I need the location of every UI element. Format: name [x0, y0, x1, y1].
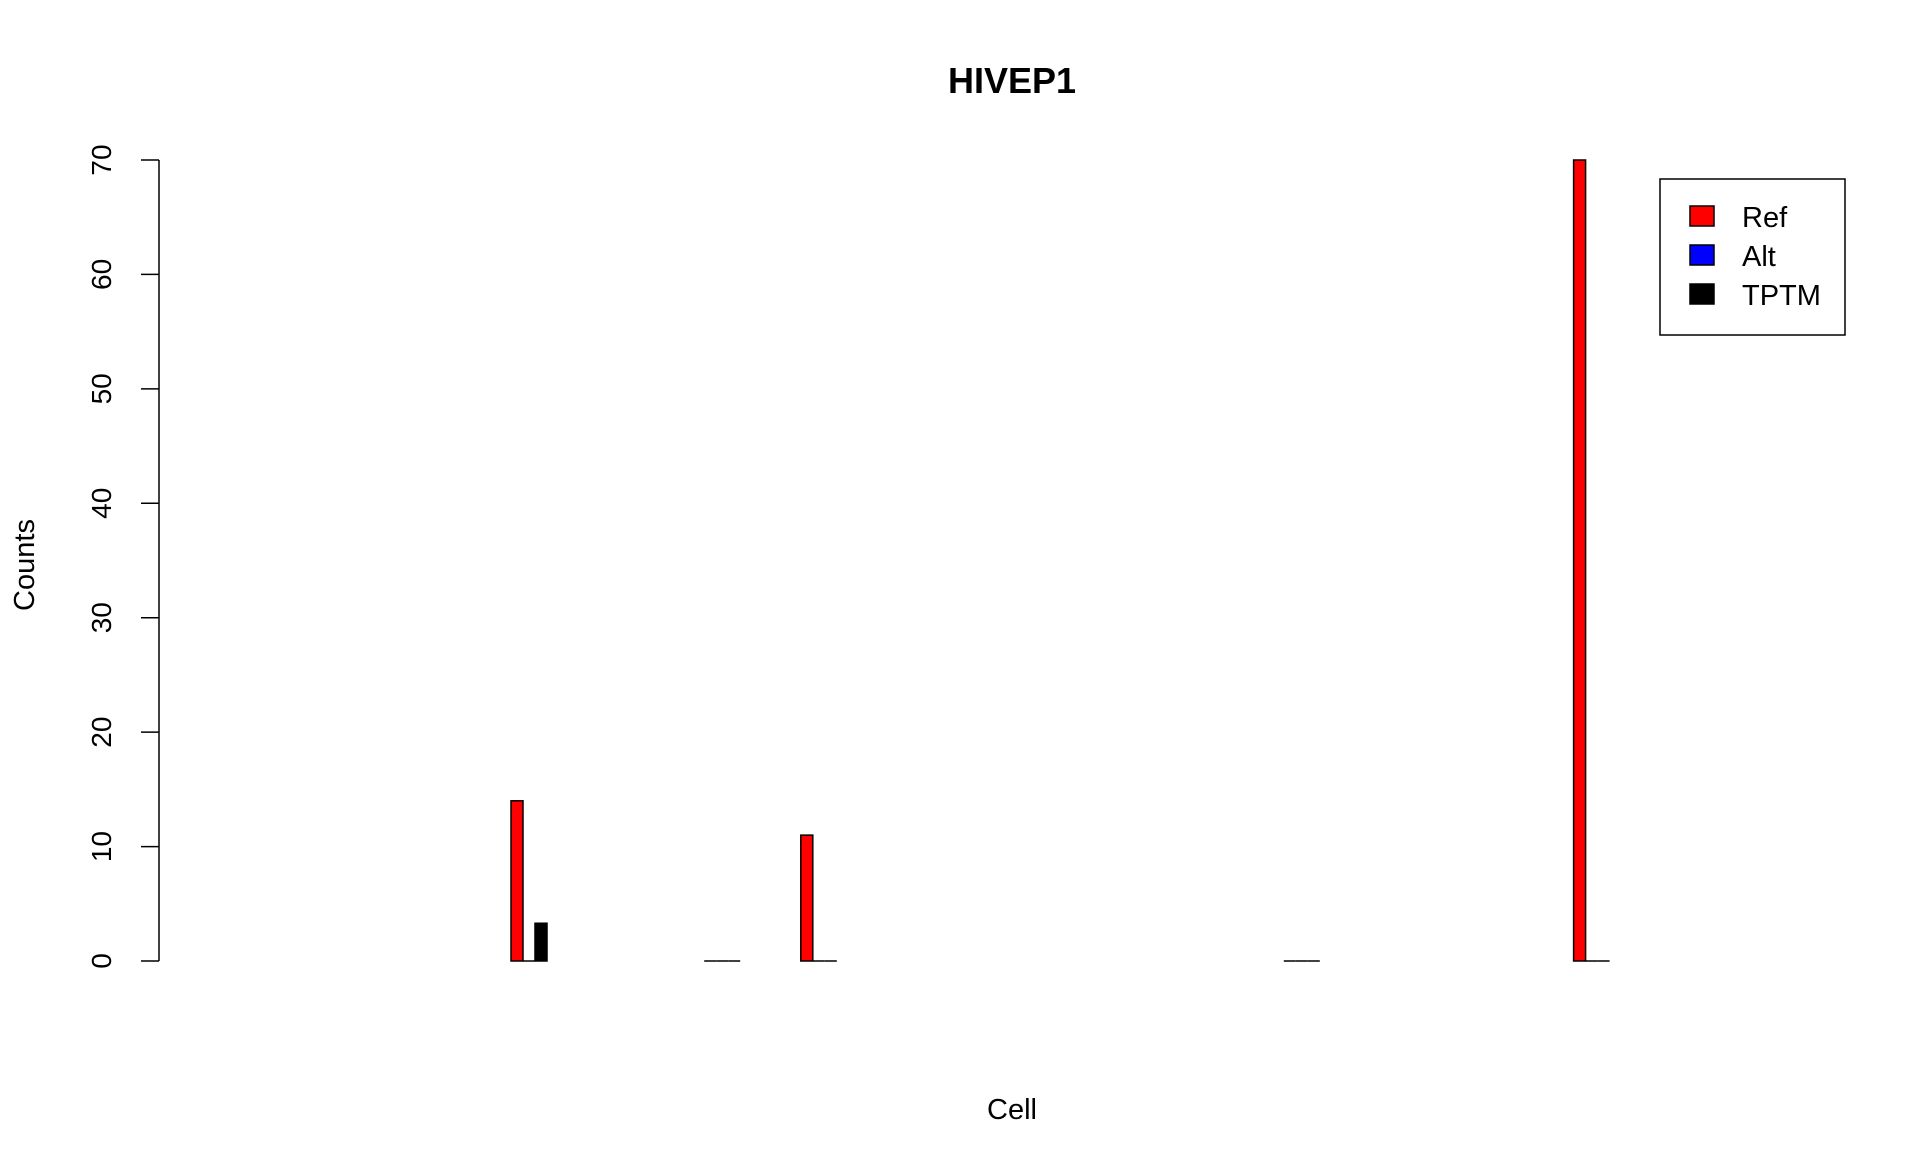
y-tick-label: 50 [86, 373, 117, 404]
legend-label-alt: Alt [1742, 241, 1776, 273]
legend-swatch-ref [1689, 205, 1715, 227]
legend-swatch-alt [1689, 244, 1715, 266]
bar-ref [1572, 159, 1587, 962]
bar-ref [800, 834, 814, 962]
x-axis-label: Cell [987, 1094, 1037, 1126]
y-tick-label: 30 [86, 602, 117, 633]
legend: Ref Alt TPTM [1659, 178, 1846, 336]
chart-title: HIVEP1 [948, 60, 1076, 101]
legend-label-ref: Ref [1742, 202, 1788, 234]
bars-group [510, 159, 1610, 962]
y-tick-label: 60 [86, 259, 117, 290]
y-tick-label: 10 [86, 831, 117, 862]
bar-tptm [534, 922, 548, 962]
y-tick-label: 40 [86, 488, 117, 519]
y-tick-label: 0 [86, 953, 117, 969]
legend-label-tptm: TPTM [1742, 280, 1821, 312]
y-axis-label: Counts [9, 519, 41, 611]
bar-ref [510, 800, 524, 962]
y-tick-label: 20 [86, 717, 117, 748]
legend-swatch-tptm [1689, 283, 1715, 305]
y-tick-label: 70 [86, 144, 117, 175]
y-axis: 0 10 20 30 40 50 60 70 [86, 144, 160, 969]
